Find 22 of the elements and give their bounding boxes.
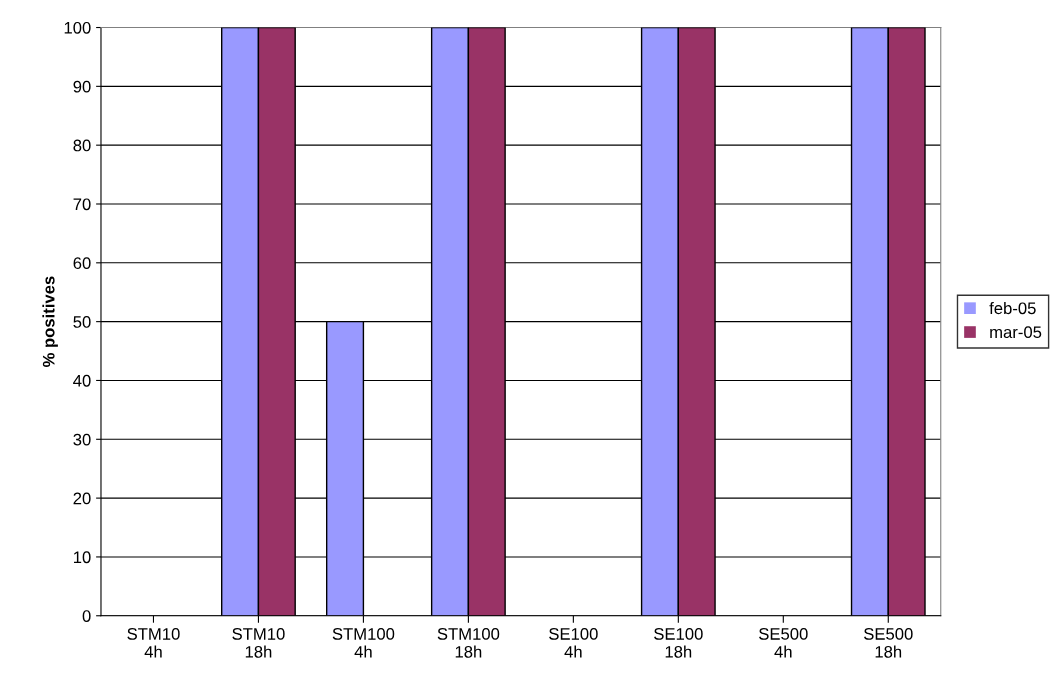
y-tick-label: 90 bbox=[73, 80, 91, 93]
y-tick-label: 20 bbox=[73, 492, 91, 505]
y-tick-label: 0 bbox=[82, 610, 91, 622]
x-tick-label: SE500 4h bbox=[759, 628, 808, 658]
x-tick-label: STM10 4h bbox=[127, 628, 180, 658]
y-axis-title: % positives bbox=[42, 276, 58, 368]
y-tick-label: 50 bbox=[73, 316, 91, 328]
legend-label: mar-05 bbox=[990, 326, 1042, 339]
y-tick-label: 80 bbox=[73, 139, 91, 152]
y-tick-label: 10 bbox=[74, 551, 91, 564]
legend-label: feb-05 bbox=[989, 301, 1036, 315]
x-tick-label: STM10 18h bbox=[232, 628, 285, 658]
y-tick-label: 70 bbox=[73, 198, 91, 211]
y-tick-label: 30 bbox=[73, 433, 91, 446]
y-tick-label: 100 bbox=[64, 21, 91, 34]
x-tick-label: SE100 4h bbox=[549, 628, 598, 658]
y-tick-label: 40 bbox=[73, 374, 91, 387]
x-tick-label: SE500 18h bbox=[864, 628, 913, 658]
x-tick-label: STM100 4h bbox=[332, 628, 395, 658]
y-tick-label: 60 bbox=[73, 257, 91, 270]
x-tick-label: SE100 18h bbox=[654, 628, 703, 658]
x-tick-label: STM100 18h bbox=[437, 628, 500, 658]
